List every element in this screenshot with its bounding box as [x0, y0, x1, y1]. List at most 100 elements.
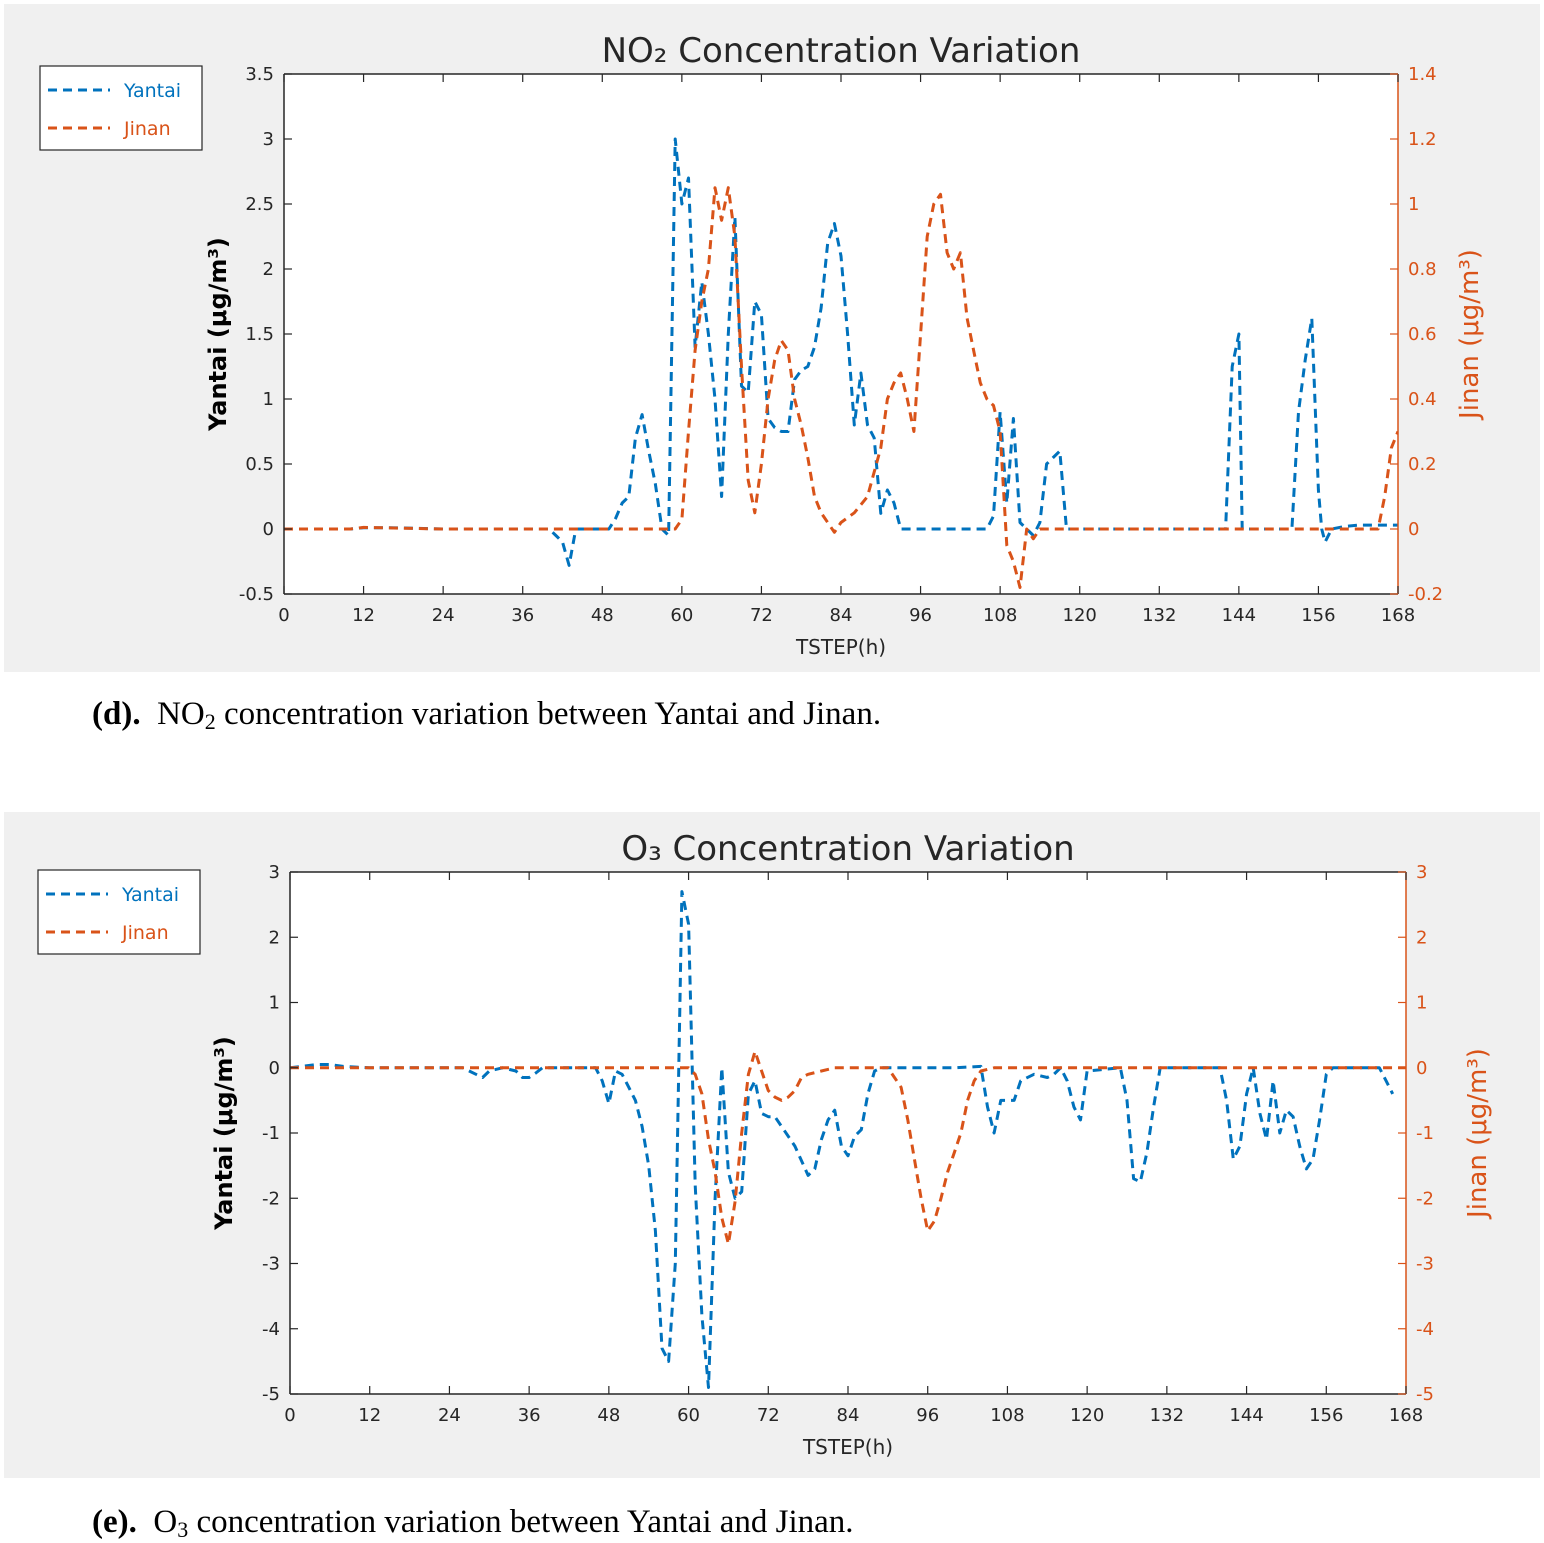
y-tick-label: -3	[262, 1254, 280, 1275]
x-tick-label: 108	[990, 1405, 1024, 1426]
y-axis-label: Yantai (μg/m³)	[204, 237, 232, 432]
series-line-yantai	[290, 890, 1395, 1389]
x-tick-label: 12	[352, 605, 375, 626]
y-tick-label: 0	[269, 1058, 280, 1079]
x-tick-label: 84	[830, 605, 853, 626]
caption-formula: NO	[157, 696, 205, 732]
x-tick-label: 24	[432, 605, 455, 626]
y2-tick-label: 0.6	[1408, 324, 1437, 345]
caption-label: (e).	[92, 1504, 137, 1540]
y-axis-label: Yantai (μg/m³)	[210, 1036, 238, 1231]
x-tick-label: 36	[518, 1405, 541, 1426]
caption-subscript: 2	[204, 709, 216, 734]
y-tick-label: 2	[263, 259, 274, 280]
y2-tick-label: 1	[1408, 194, 1419, 215]
x-tick-label: 156	[1301, 605, 1335, 626]
y2-tick-label: -3	[1416, 1254, 1434, 1275]
y-tick-label: -1	[262, 1123, 280, 1144]
plot-area	[290, 872, 1406, 1394]
y-tick-label: -5	[262, 1384, 280, 1405]
y-tick-label: 1	[263, 389, 274, 410]
x-tick-label: 0	[284, 1405, 295, 1426]
x-tick-label: 24	[438, 1405, 461, 1426]
y-tick-label: 0	[263, 519, 274, 540]
y-tick-label: -4	[262, 1319, 280, 1340]
x-tick-label: 156	[1309, 1405, 1343, 1426]
legend: Yantai Jinan	[37, 869, 201, 955]
chart-title: O₃ Concentration Variation	[621, 829, 1074, 869]
series-group	[284, 137, 1398, 589]
y-tick-label: 3	[269, 862, 280, 883]
x-tick-label: 144	[1222, 605, 1256, 626]
y-tick-label: 3.5	[245, 64, 274, 85]
y2-tick-label: 1.2	[1408, 129, 1437, 150]
y-tick-label: -0.5	[239, 584, 274, 605]
caption-subscript: 3	[177, 1517, 189, 1542]
x-tick-label: 72	[757, 1405, 780, 1426]
chart-title: NO₂ Concentration Variation	[602, 31, 1081, 71]
y2-tick-label: 1.4	[1408, 64, 1437, 85]
x-tick-label: 72	[750, 605, 773, 626]
x-tick-label: 60	[677, 1405, 700, 1426]
y2-tick-label: -5	[1416, 1384, 1434, 1405]
x-tick-label: 60	[670, 605, 693, 626]
y2-tick-label: -2	[1416, 1188, 1434, 1209]
y2-tick-label: 1	[1416, 993, 1427, 1014]
y2-tick-label: 0.2	[1408, 454, 1437, 475]
caption-label: (d).	[92, 696, 141, 732]
x-tick-label: 96	[909, 605, 932, 626]
y2-tick-label: 0.8	[1408, 259, 1437, 280]
x-tick-label: 144	[1229, 1405, 1263, 1426]
y-tick-label: 2	[269, 927, 280, 948]
x-tick-label: 84	[837, 1405, 860, 1426]
plot-area	[284, 74, 1398, 594]
legend-label-jinan: Jinan	[121, 922, 169, 944]
x-tick-label: 168	[1389, 1405, 1423, 1426]
y2-tick-label: 0	[1416, 1058, 1427, 1079]
y2-tick-label: 3	[1416, 862, 1427, 883]
y-tick-label: 1	[269, 993, 280, 1014]
y-tick-label: 0.5	[245, 454, 274, 475]
caption-text: concentration variation between Yantai a…	[215, 696, 882, 732]
x-tick-label: 120	[1070, 1405, 1104, 1426]
legend: Yantai Jinan	[39, 65, 203, 151]
legend-label-yantai: Yantai	[121, 884, 179, 906]
y2-axis-label: Jinan (μg/m³)	[1463, 1048, 1493, 1220]
y2-tick-label: 0	[1408, 519, 1419, 540]
legend-label-yantai: Yantai	[123, 80, 181, 102]
x-tick-label: 168	[1381, 605, 1415, 626]
x-tick-label: 48	[597, 1405, 620, 1426]
caption-text: concentration variation between Yantai a…	[188, 1504, 854, 1540]
y-tick-label: 3	[263, 129, 274, 150]
x-tick-label: 48	[591, 605, 614, 626]
x-tick-label: 12	[358, 1405, 381, 1426]
x-axis-label: TSTEP(h)	[802, 1435, 893, 1459]
y2-axis-label: Jinan (μg/m³)	[1455, 249, 1485, 421]
y2-tick-label: 0.4	[1408, 389, 1437, 410]
x-tick-label: 0	[278, 605, 289, 626]
y2-tick-label: 2	[1416, 927, 1427, 948]
caption-o3: (e). O3 concentration variation between …	[92, 1504, 854, 1541]
caption-formula: O	[153, 1504, 178, 1540]
y-tick-label: -2	[262, 1188, 280, 1209]
y2-tick-label: -4	[1416, 1319, 1434, 1340]
legend-label-jinan: Jinan	[123, 118, 171, 140]
chart-panel-no2: NO₂ Concentration Variation 0 12 24 36 48 60 72…	[4, 4, 1540, 672]
caption-no2: (d). NO2 concentration variation between…	[92, 696, 881, 733]
x-tick-label: 108	[983, 605, 1017, 626]
series-group	[290, 890, 1406, 1389]
y-tick-label: 1.5	[245, 324, 274, 345]
legend-box	[37, 869, 201, 955]
x-tick-label: 36	[511, 605, 534, 626]
series-line-jinan	[284, 186, 1398, 589]
x-tick-label: 120	[1063, 605, 1097, 626]
legend-box	[39, 65, 203, 151]
chart-panel-o3: O₃ Concentration Variation 0 12 24 36 48 60 72 8…	[4, 812, 1540, 1478]
x-tick-label: 132	[1150, 1405, 1184, 1426]
x-axis-label: TSTEP(h)	[795, 635, 886, 659]
x-tick-label: 132	[1142, 605, 1176, 626]
y-tick-label: 2.5	[245, 194, 274, 215]
y2-tick-label: -1	[1416, 1123, 1434, 1144]
